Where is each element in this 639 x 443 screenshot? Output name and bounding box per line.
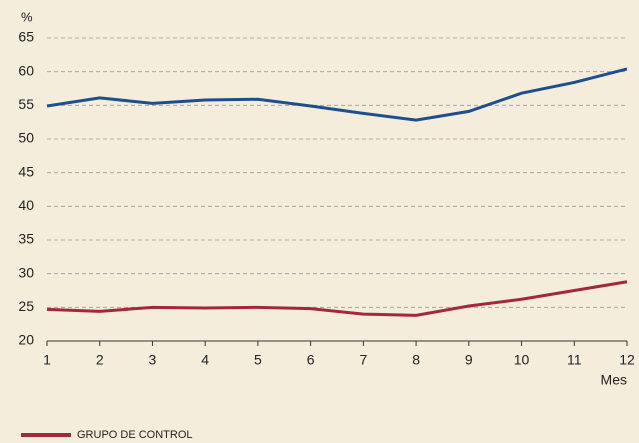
- x-tick-label: 1: [43, 352, 51, 368]
- y-tick-label: 55: [18, 96, 34, 112]
- y-tick-label: 30: [18, 264, 34, 280]
- series-line: [46, 67, 628, 122]
- x-tick-label: 12: [619, 352, 635, 368]
- x-tick-label: 2: [96, 352, 104, 368]
- y-tick-label: 60: [18, 62, 34, 78]
- x-tick-label: 8: [412, 352, 420, 368]
- x-tick-label: 11: [567, 352, 582, 368]
- x-tick-label: 4: [201, 352, 209, 368]
- x-tick-label: 6: [307, 352, 315, 368]
- y-tick-label: 25: [18, 298, 34, 314]
- y-tick-label: 50: [18, 130, 34, 146]
- x-tick-label: 5: [254, 352, 262, 368]
- y-tick-label: 65: [18, 29, 34, 45]
- x-axis-label: Mes: [601, 372, 627, 388]
- y-tick-label: 20: [18, 332, 34, 348]
- y-tick-label: 40: [18, 197, 34, 213]
- y-tick-label: 45: [18, 163, 34, 179]
- x-tick-label: 10: [514, 352, 530, 368]
- x-tick-label: 3: [149, 352, 157, 368]
- series-line: [46, 280, 628, 317]
- x-tick-label: 9: [465, 352, 473, 368]
- legend-label: GRUPO DE CONTROL: [77, 429, 193, 441]
- y-tick-label: 35: [18, 231, 34, 247]
- x-tick-label: 7: [359, 352, 367, 368]
- y-axis-label: %: [21, 9, 33, 24]
